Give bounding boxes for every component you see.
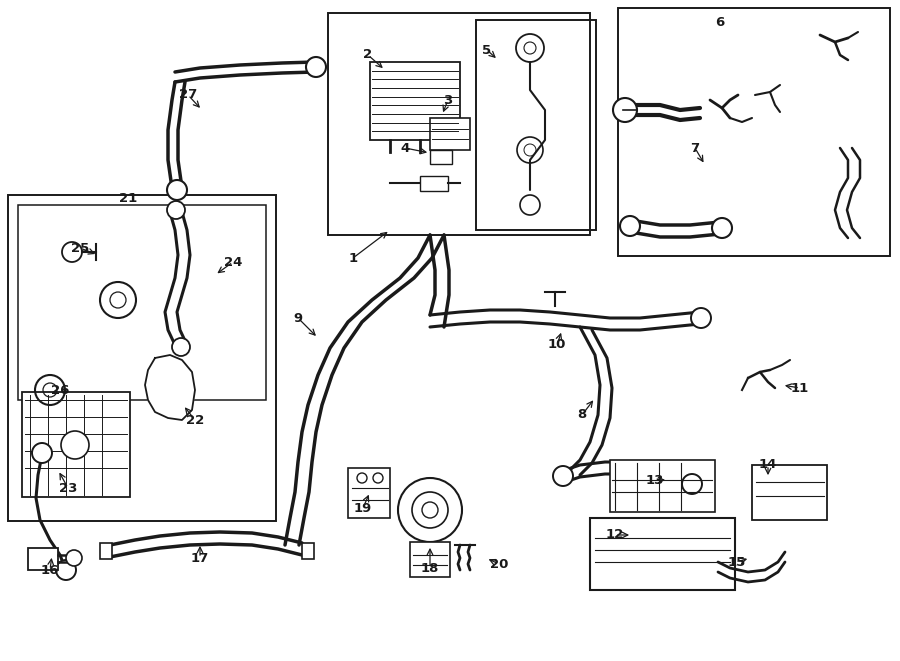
Text: 27: 27 <box>179 89 197 102</box>
Text: 3: 3 <box>444 93 453 106</box>
Circle shape <box>172 338 190 356</box>
Bar <box>22 392 130 497</box>
Text: 16: 16 <box>40 563 59 576</box>
Bar <box>100 543 112 559</box>
Text: 10: 10 <box>548 338 566 352</box>
Circle shape <box>56 560 76 580</box>
Text: 23: 23 <box>58 481 77 494</box>
Text: 12: 12 <box>606 529 624 541</box>
Text: 9: 9 <box>293 311 302 325</box>
Circle shape <box>357 473 367 483</box>
Bar <box>28 548 58 570</box>
Bar <box>430 150 452 164</box>
Circle shape <box>61 431 89 459</box>
Text: 7: 7 <box>690 141 699 155</box>
Text: 2: 2 <box>364 48 373 61</box>
Bar <box>18 205 266 400</box>
Circle shape <box>712 218 732 238</box>
Circle shape <box>32 443 52 463</box>
Circle shape <box>691 308 711 328</box>
Text: 26: 26 <box>50 383 69 397</box>
Text: 18: 18 <box>421 561 439 574</box>
Text: 15: 15 <box>728 555 746 568</box>
Text: 19: 19 <box>354 502 372 514</box>
Bar <box>610 460 715 512</box>
Circle shape <box>412 492 448 528</box>
Circle shape <box>620 216 640 236</box>
Text: 11: 11 <box>791 381 809 395</box>
Circle shape <box>613 98 637 122</box>
Bar <box>410 542 450 577</box>
Text: 22: 22 <box>186 414 204 426</box>
Bar <box>302 543 314 559</box>
Bar <box>476 20 596 230</box>
Bar <box>590 518 735 590</box>
Bar <box>8 195 276 521</box>
Circle shape <box>62 242 82 262</box>
Polygon shape <box>145 355 195 420</box>
Bar <box>370 62 460 140</box>
Text: 17: 17 <box>191 551 209 564</box>
Text: 4: 4 <box>400 141 410 155</box>
Circle shape <box>167 201 185 219</box>
Circle shape <box>398 478 462 542</box>
Text: 8: 8 <box>578 408 587 422</box>
Text: 13: 13 <box>646 473 664 486</box>
Circle shape <box>682 474 702 494</box>
Text: 1: 1 <box>348 251 357 264</box>
Text: 25: 25 <box>71 241 89 254</box>
Circle shape <box>66 550 82 566</box>
Text: 14: 14 <box>759 459 778 471</box>
Bar <box>328 13 590 235</box>
Text: 21: 21 <box>119 192 137 204</box>
Text: 5: 5 <box>482 44 491 56</box>
Bar <box>752 465 827 520</box>
Bar <box>420 176 448 191</box>
Bar <box>348 468 390 518</box>
Circle shape <box>167 180 187 200</box>
Circle shape <box>422 502 438 518</box>
Text: 20: 20 <box>490 557 508 570</box>
Text: 24: 24 <box>224 256 242 268</box>
Bar <box>430 118 470 150</box>
Circle shape <box>306 57 326 77</box>
Text: 6: 6 <box>716 15 724 28</box>
Circle shape <box>553 466 573 486</box>
Bar <box>618 8 890 256</box>
Circle shape <box>373 473 383 483</box>
